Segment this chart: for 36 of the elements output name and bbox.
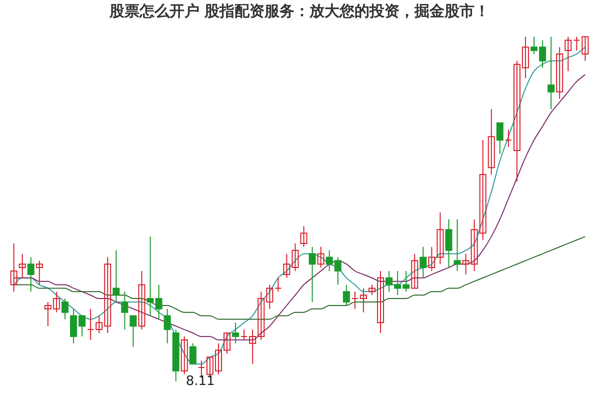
candlestick: [308, 246, 316, 302]
candlestick: [445, 218, 452, 268]
candlestick: [121, 291, 128, 330]
candlestick: [556, 46, 564, 100]
candlestick: [274, 277, 282, 292]
candlestick: [420, 246, 427, 278]
candlestick: [27, 256, 34, 292]
candlestick: [61, 298, 68, 320]
candlestick: [87, 308, 94, 340]
candlestick: [504, 129, 512, 148]
candlestick: [351, 291, 358, 310]
candlestick: [189, 342, 196, 364]
annotation: 8.11: [186, 374, 215, 390]
candlestick: [582, 36, 589, 62]
candlestick: [300, 226, 308, 248]
candlestick: [564, 36, 572, 72]
candlestick: [180, 336, 188, 375]
candlestick: [496, 122, 504, 154]
chart-title: 股票怎么开户 股指配资服务：放大您的投资，掘金股市！: [108, 2, 490, 20]
candlestick: [317, 246, 324, 268]
candlestick: [232, 322, 240, 344]
candlestick: [112, 250, 120, 302]
candlestick: [130, 315, 137, 348]
candlestick: [342, 284, 350, 306]
candlestick: [240, 329, 248, 340]
candlestick: [138, 270, 146, 330]
candlestick: [488, 108, 495, 176]
candlestick: [164, 308, 171, 344]
candlestick: [454, 218, 461, 272]
candlestick: [36, 260, 43, 286]
candlestick: [360, 288, 367, 313]
candlestick: [548, 36, 555, 110]
candlestick: [10, 242, 18, 292]
candlestick: [573, 36, 580, 52]
candlestick: [18, 253, 26, 278]
candlestick: [411, 253, 418, 289]
